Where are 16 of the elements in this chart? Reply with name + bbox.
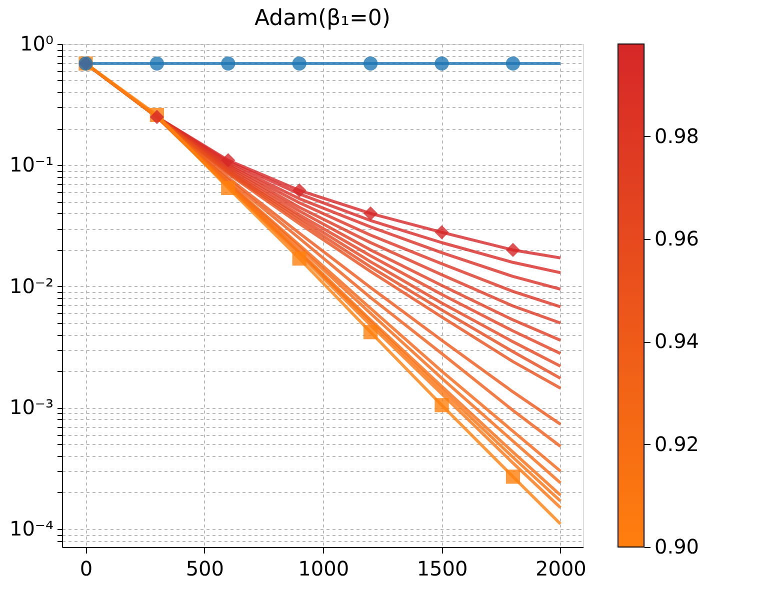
color-bar-label: 0.90 — [654, 534, 700, 558]
color-bar-label: 0.98 — [654, 124, 700, 148]
x-tick-label: 2000 — [536, 556, 586, 580]
color-bar-label: 0.96 — [654, 226, 700, 251]
y-tick-label: 10⁰ — [20, 32, 54, 56]
color-bar-label: 0.92 — [654, 432, 700, 456]
x-tick-label: 1500 — [416, 556, 468, 580]
x-tick-label: 1000 — [298, 556, 350, 580]
y-tick-label: 10⁻⁴ — [9, 516, 54, 540]
y-tick-label: 10⁻³ — [9, 395, 54, 420]
x-tick-label: 0 — [80, 556, 93, 580]
y-tick-label: 10⁻¹ — [9, 152, 54, 177]
color-bar-label: 0.94 — [654, 329, 700, 354]
y-tick-label: 10⁻² — [9, 274, 54, 298]
chart-title: Adam(β₁=0) — [254, 6, 390, 31]
x-tick-label: 500 — [186, 556, 224, 580]
